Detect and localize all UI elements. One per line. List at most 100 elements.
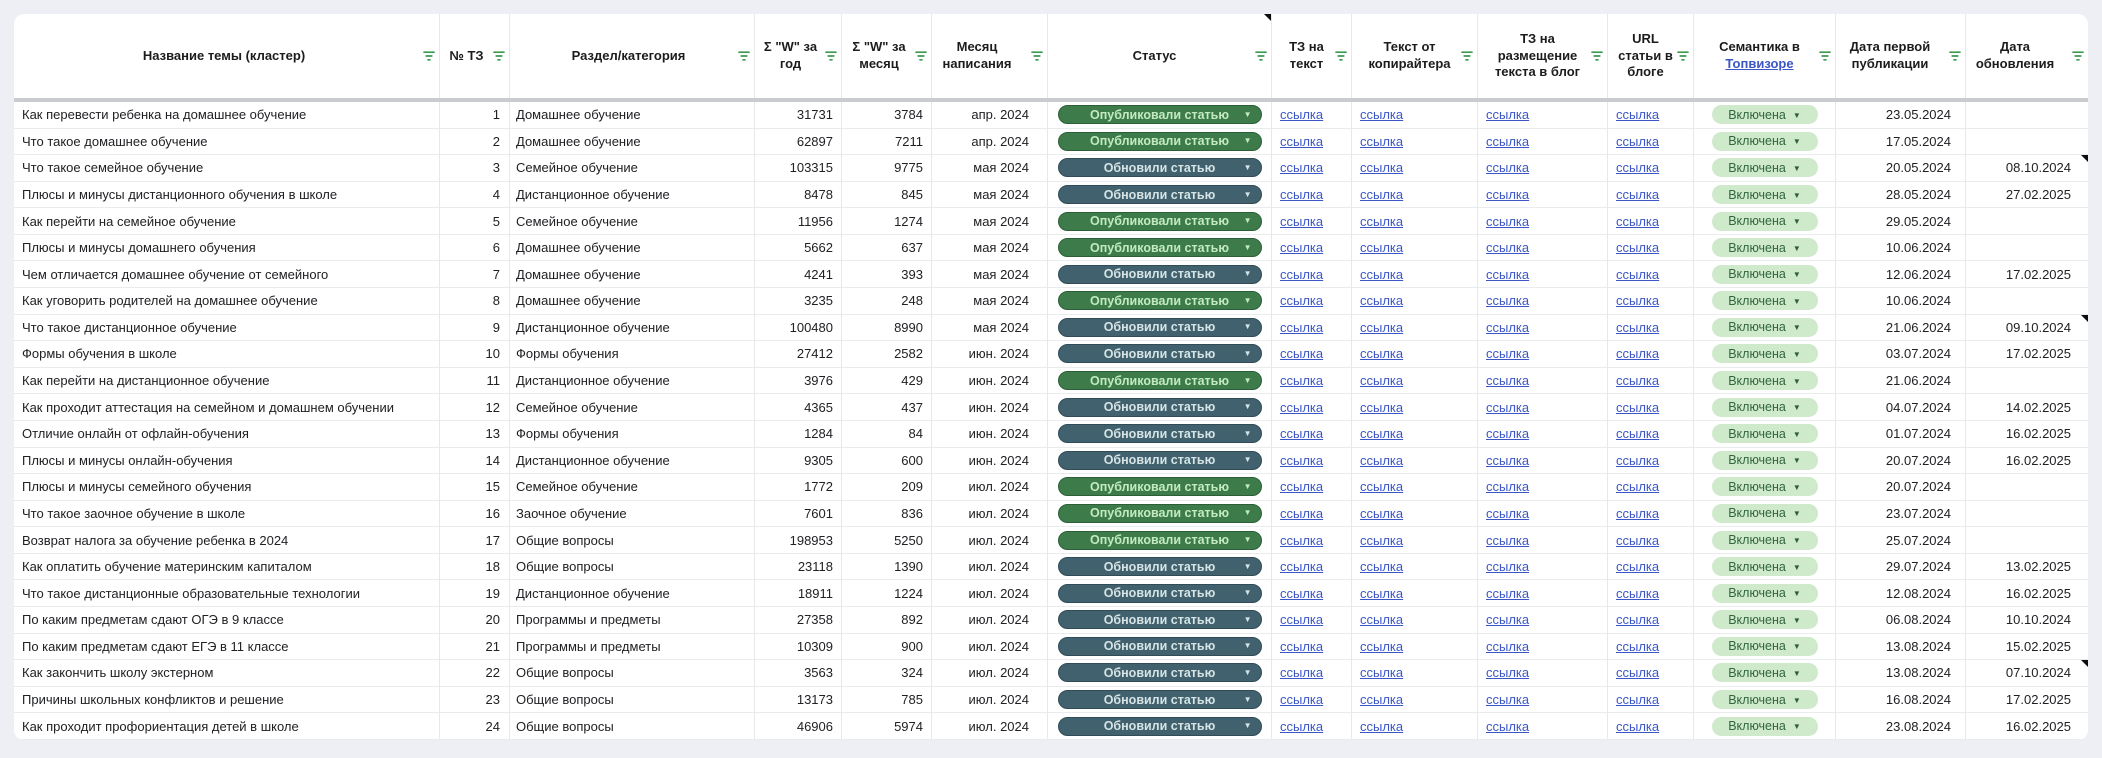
link-article-url[interactable]: ссылка <box>1616 214 1659 229</box>
link-article-url[interactable]: ссылка <box>1616 134 1659 149</box>
link-article-url[interactable]: ссылка <box>1616 506 1659 521</box>
link-article-url[interactable]: ссылка <box>1616 107 1659 122</box>
link-tz-text[interactable]: ссылка <box>1280 373 1323 388</box>
status-dropdown[interactable]: Обновили статью▼ <box>1058 717 1262 736</box>
semantics-dropdown[interactable]: Включена▼ <box>1712 132 1818 151</box>
link-article-url[interactable]: ссылка <box>1616 346 1659 361</box>
semantics-dropdown[interactable]: Включена▼ <box>1712 265 1818 284</box>
link-tz-text[interactable]: ссылка <box>1280 559 1323 574</box>
link-tz-text[interactable]: ссылка <box>1280 134 1323 149</box>
filter-icon[interactable] <box>1590 50 1604 62</box>
link-copywriter-text[interactable]: ссылка <box>1360 426 1403 441</box>
link-tz-text[interactable]: ссылка <box>1280 719 1323 734</box>
link-tz-blog-placement[interactable]: ссылка <box>1486 134 1529 149</box>
link-copywriter-text[interactable]: ссылка <box>1360 559 1403 574</box>
semantics-dropdown[interactable]: Включена▼ <box>1712 291 1818 310</box>
semantics-dropdown[interactable]: Включена▼ <box>1712 637 1818 656</box>
link-article-url[interactable]: ссылка <box>1616 719 1659 734</box>
link-tz-text[interactable]: ссылка <box>1280 160 1323 175</box>
link-tz-text[interactable]: ссылка <box>1280 506 1323 521</box>
status-dropdown[interactable]: Обновили статью▼ <box>1058 344 1262 363</box>
status-dropdown[interactable]: Обновили статью▼ <box>1058 690 1262 709</box>
status-dropdown[interactable]: Обновили статью▼ <box>1058 318 1262 337</box>
link-copywriter-text[interactable]: ссылка <box>1360 267 1403 282</box>
link-copywriter-text[interactable]: ссылка <box>1360 453 1403 468</box>
filter-icon[interactable] <box>1676 50 1690 62</box>
filter-icon[interactable] <box>1030 50 1044 62</box>
link-tz-blog-placement[interactable]: ссылка <box>1486 533 1529 548</box>
link-article-url[interactable]: ссылка <box>1616 373 1659 388</box>
link-copywriter-text[interactable]: ссылка <box>1360 160 1403 175</box>
semantics-dropdown[interactable]: Включена▼ <box>1712 610 1818 629</box>
status-dropdown[interactable]: Обновили статью▼ <box>1058 398 1262 417</box>
link-tz-blog-placement[interactable]: ссылка <box>1486 665 1529 680</box>
status-dropdown[interactable]: Опубликовали статью▼ <box>1058 504 1262 523</box>
link-tz-text[interactable]: ссылка <box>1280 346 1323 361</box>
status-dropdown[interactable]: Обновили статью▼ <box>1058 584 1262 603</box>
link-tz-blog-placement[interactable]: ссылка <box>1486 293 1529 308</box>
filter-icon[interactable] <box>737 50 751 62</box>
link-tz-blog-placement[interactable]: ссылка <box>1486 400 1529 415</box>
filter-icon[interactable] <box>824 50 838 62</box>
link-tz-text[interactable]: ссылка <box>1280 665 1323 680</box>
link-tz-text[interactable]: ссылка <box>1280 426 1323 441</box>
filter-icon[interactable] <box>492 50 506 62</box>
status-dropdown[interactable]: Обновили статью▼ <box>1058 610 1262 629</box>
semantics-dropdown[interactable]: Включена▼ <box>1712 371 1818 390</box>
link-tz-blog-placement[interactable]: ссылка <box>1486 426 1529 441</box>
link-copywriter-text[interactable]: ссылка <box>1360 692 1403 707</box>
semantics-dropdown[interactable]: Включена▼ <box>1712 398 1818 417</box>
semantics-dropdown[interactable]: Включена▼ <box>1712 531 1818 550</box>
link-tz-text[interactable]: ссылка <box>1280 293 1323 308</box>
link-tz-blog-placement[interactable]: ссылка <box>1486 187 1529 202</box>
link-tz-blog-placement[interactable]: ссылка <box>1486 240 1529 255</box>
filter-icon[interactable] <box>422 50 436 62</box>
link-tz-text[interactable]: ссылка <box>1280 453 1323 468</box>
link-copywriter-text[interactable]: ссылка <box>1360 214 1403 229</box>
status-dropdown[interactable]: Обновили статью▼ <box>1058 424 1262 443</box>
link-article-url[interactable]: ссылка <box>1616 586 1659 601</box>
topvisor-link[interactable]: Топвизоре <box>1725 56 1793 71</box>
link-copywriter-text[interactable]: ссылка <box>1360 665 1403 680</box>
status-dropdown[interactable]: Обновили статью▼ <box>1058 158 1262 177</box>
status-dropdown[interactable]: Опубликовали статью▼ <box>1058 212 1262 231</box>
link-tz-text[interactable]: ссылка <box>1280 107 1323 122</box>
filter-icon[interactable] <box>1460 50 1474 62</box>
link-copywriter-text[interactable]: ссылка <box>1360 612 1403 627</box>
link-tz-text[interactable]: ссылка <box>1280 479 1323 494</box>
semantics-dropdown[interactable]: Включена▼ <box>1712 663 1818 682</box>
filter-icon[interactable] <box>1948 50 1962 62</box>
status-dropdown[interactable]: Опубликовали статью▼ <box>1058 132 1262 151</box>
link-tz-blog-placement[interactable]: ссылка <box>1486 559 1529 574</box>
link-tz-text[interactable]: ссылка <box>1280 639 1323 654</box>
link-tz-text[interactable]: ссылка <box>1280 612 1323 627</box>
status-dropdown[interactable]: Обновили статью▼ <box>1058 637 1262 656</box>
semantics-dropdown[interactable]: Включена▼ <box>1712 212 1818 231</box>
link-article-url[interactable]: ссылка <box>1616 453 1659 468</box>
status-dropdown[interactable]: Опубликовали статью▼ <box>1058 105 1262 124</box>
status-dropdown[interactable]: Опубликовали статью▼ <box>1058 531 1262 550</box>
status-dropdown[interactable]: Обновили статью▼ <box>1058 265 1262 284</box>
link-tz-text[interactable]: ссылка <box>1280 187 1323 202</box>
link-tz-text[interactable]: ссылка <box>1280 533 1323 548</box>
link-tz-blog-placement[interactable]: ссылка <box>1486 107 1529 122</box>
link-tz-text[interactable]: ссылка <box>1280 214 1323 229</box>
link-copywriter-text[interactable]: ссылка <box>1360 134 1403 149</box>
link-tz-blog-placement[interactable]: ссылка <box>1486 479 1529 494</box>
link-copywriter-text[interactable]: ссылка <box>1360 479 1403 494</box>
link-tz-blog-placement[interactable]: ссылка <box>1486 267 1529 282</box>
semantics-dropdown[interactable]: Включена▼ <box>1712 584 1818 603</box>
link-copywriter-text[interactable]: ссылка <box>1360 187 1403 202</box>
link-article-url[interactable]: ссылка <box>1616 400 1659 415</box>
filter-icon[interactable] <box>1254 50 1268 62</box>
link-tz-blog-placement[interactable]: ссылка <box>1486 346 1529 361</box>
link-copywriter-text[interactable]: ссылка <box>1360 586 1403 601</box>
status-dropdown[interactable]: Обновили статью▼ <box>1058 557 1262 576</box>
semantics-dropdown[interactable]: Включена▼ <box>1712 344 1818 363</box>
link-copywriter-text[interactable]: ссылка <box>1360 107 1403 122</box>
status-dropdown[interactable]: Опубликовали статью▼ <box>1058 291 1262 310</box>
semantics-dropdown[interactable]: Включена▼ <box>1712 238 1818 257</box>
semantics-dropdown[interactable]: Включена▼ <box>1712 158 1818 177</box>
link-article-url[interactable]: ссылка <box>1616 293 1659 308</box>
link-tz-blog-placement[interactable]: ссылка <box>1486 639 1529 654</box>
